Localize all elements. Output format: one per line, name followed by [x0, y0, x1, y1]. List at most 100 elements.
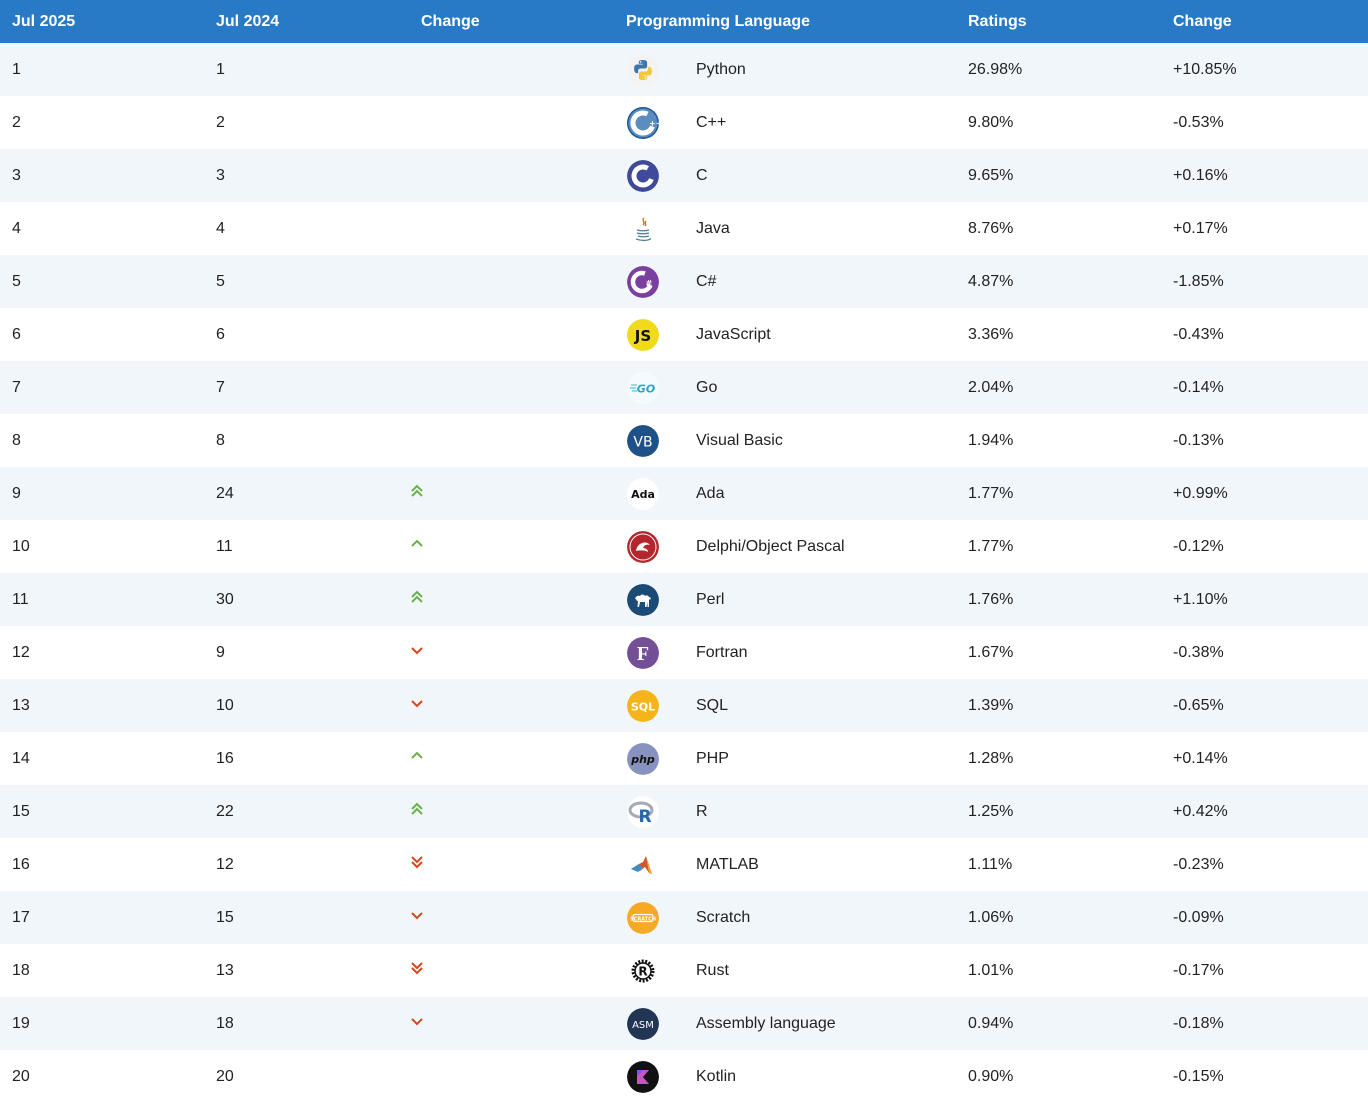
- language-logo-cell: [614, 202, 696, 255]
- current-rank: 14: [12, 749, 30, 767]
- language-name[interactable]: Python: [696, 60, 746, 78]
- current-rank: 5: [12, 272, 21, 290]
- python-icon: [627, 53, 659, 86]
- language-logo-cell: php: [614, 732, 696, 785]
- r-icon: R: [627, 795, 659, 828]
- table-body: 11Python26.98%+10.85%22++C++9.80%-0.53%3…: [0, 43, 1368, 1103]
- language-logo-cell: GO: [614, 361, 696, 414]
- rating-change: -0.43%: [1173, 325, 1224, 343]
- language-name[interactable]: Visual Basic: [696, 431, 783, 449]
- arrow-down-icon: [409, 907, 425, 923]
- language-name[interactable]: Fortran: [696, 643, 748, 661]
- language-name[interactable]: MATLAB: [696, 855, 759, 873]
- rating-change: -0.09%: [1173, 908, 1224, 926]
- arrow-up-icon: [409, 536, 425, 552]
- language-logo-cell: ++: [614, 96, 696, 149]
- double-arrow-up-icon: [409, 483, 425, 499]
- rating: 0.94%: [968, 1014, 1014, 1032]
- language-logo-cell: [614, 838, 696, 891]
- previous-rank: 16: [216, 749, 234, 767]
- rating: 4.87%: [968, 272, 1014, 290]
- previous-rank: 24: [216, 484, 234, 502]
- language-name[interactable]: JavaScript: [696, 325, 771, 343]
- position-change: [409, 944, 614, 997]
- current-rank: 6: [12, 325, 21, 343]
- rating: 1.25%: [968, 802, 1014, 820]
- language-name[interactable]: Rust: [696, 961, 729, 979]
- c-icon: [627, 159, 659, 192]
- header-rating-change[interactable]: Change: [1173, 12, 1232, 30]
- rating-change: -0.13%: [1173, 431, 1224, 449]
- position-change: [409, 838, 614, 891]
- current-rank: 1: [12, 60, 21, 78]
- svg-text:VB: VB: [633, 434, 652, 450]
- csharp-icon: #: [627, 265, 659, 298]
- language-logo-cell: R: [614, 944, 696, 997]
- header-previous-month[interactable]: Jul 2024: [216, 12, 280, 30]
- language-name[interactable]: Delphi/Object Pascal: [696, 537, 845, 555]
- table-row: 9 24 Ada Ada 1.77% +0.99%: [0, 467, 1368, 520]
- language-logo-cell: [614, 1050, 696, 1103]
- language-name[interactable]: PHP: [696, 749, 729, 767]
- current-rank: 2: [12, 113, 21, 131]
- language-name[interactable]: Java: [696, 219, 730, 237]
- language-name[interactable]: Ada: [696, 484, 725, 502]
- rating-change: -0.14%: [1173, 378, 1224, 396]
- rating: 1.01%: [968, 961, 1014, 979]
- double-arrow-up-icon: [409, 801, 425, 817]
- rating: 0.90%: [968, 1067, 1014, 1085]
- language-logo-cell: [614, 520, 696, 573]
- previous-rank: 3: [216, 166, 225, 184]
- language-name[interactable]: Assembly language: [696, 1014, 836, 1032]
- language-name[interactable]: Go: [696, 378, 718, 396]
- current-rank: 16: [12, 855, 30, 873]
- rating-change: +0.42%: [1173, 802, 1228, 820]
- header-position-change[interactable]: Change: [421, 12, 480, 30]
- rating-change: +10.85%: [1173, 60, 1237, 78]
- position-change: [409, 308, 614, 361]
- language-name[interactable]: Scratch: [696, 908, 751, 926]
- language-name[interactable]: C++: [696, 113, 727, 131]
- language-name[interactable]: C: [696, 166, 708, 184]
- position-change: [409, 361, 614, 414]
- rating: 8.76%: [968, 219, 1014, 237]
- header-current-month[interactable]: Jul 2025: [12, 12, 76, 30]
- current-rank: 9: [12, 484, 21, 502]
- language-name[interactable]: C#: [696, 272, 717, 290]
- rust-icon: R: [627, 954, 659, 987]
- svg-text:++: ++: [649, 119, 659, 128]
- position-change: [409, 43, 614, 96]
- language-name[interactable]: SQL: [696, 696, 729, 714]
- svg-text:R: R: [638, 964, 647, 978]
- language-name[interactable]: Kotlin: [696, 1067, 737, 1085]
- position-change: [409, 997, 614, 1050]
- rating-change: -0.15%: [1173, 1067, 1224, 1085]
- table-row: 12 9 F Fortran 1.67% -0.38%: [0, 626, 1368, 679]
- language-name[interactable]: Perl: [696, 590, 725, 608]
- position-change: [409, 891, 614, 944]
- table-row: 8 8 VB Visual Basic 1.94% -0.13%: [0, 414, 1368, 467]
- rating-change: +0.17%: [1173, 219, 1228, 237]
- current-rank: 8: [12, 431, 21, 449]
- svg-text:F: F: [637, 643, 649, 665]
- rating-change: +0.14%: [1173, 749, 1228, 767]
- arrow-down-icon: [409, 642, 425, 658]
- current-rank: 13: [12, 696, 30, 714]
- position-change: [409, 785, 614, 838]
- previous-rank: 18: [216, 1014, 234, 1032]
- kotlin-icon: [627, 1060, 659, 1093]
- language-logo-cell: [614, 573, 696, 626]
- table-header: Jul 2025 Jul 2024 Change Programming Lan…: [0, 0, 1368, 43]
- rating-change: -0.65%: [1173, 696, 1224, 714]
- arrow-down-icon: [409, 695, 425, 711]
- svg-text:R: R: [638, 807, 651, 827]
- previous-rank: 22: [216, 802, 234, 820]
- rating-change: -0.53%: [1173, 113, 1224, 131]
- header-ratings[interactable]: Ratings: [968, 12, 1027, 30]
- previous-rank: 20: [216, 1067, 234, 1085]
- sql-icon: SQL: [627, 689, 659, 722]
- language-name[interactable]: R: [696, 802, 708, 820]
- previous-rank: 6: [216, 325, 225, 343]
- language-logo-cell: [614, 149, 696, 202]
- header-language[interactable]: Programming Language: [626, 12, 811, 30]
